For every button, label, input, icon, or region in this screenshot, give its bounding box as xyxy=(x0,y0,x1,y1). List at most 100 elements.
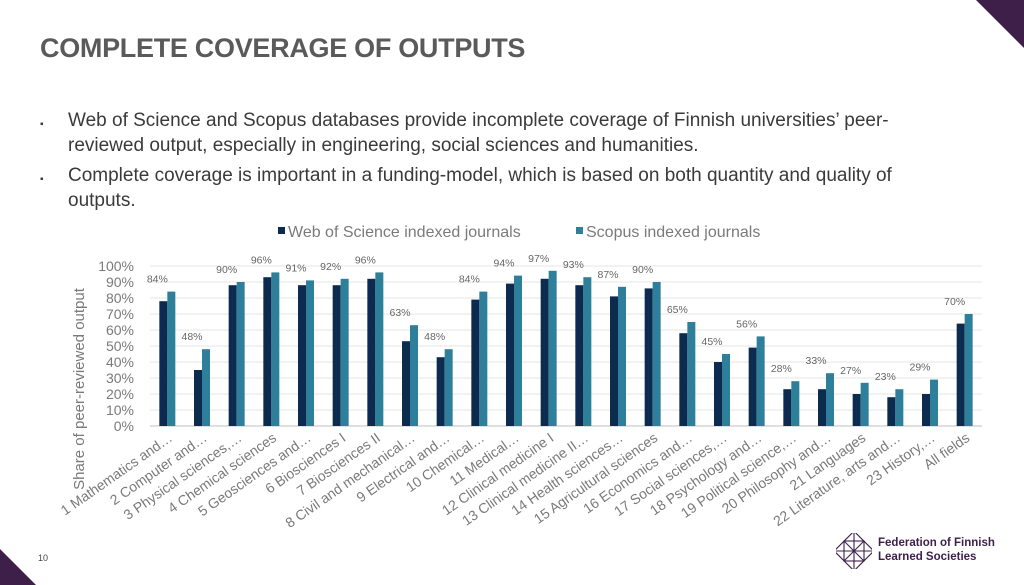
bar xyxy=(826,373,834,426)
data-label: 94% xyxy=(493,258,514,270)
y-tick-label: 30% xyxy=(106,370,134,386)
bullet-text: Complete coverage is important in a fund… xyxy=(68,165,892,211)
data-label: 48% xyxy=(424,331,445,343)
data-label: 96% xyxy=(355,254,376,266)
logo-line-2: Learned Societies xyxy=(878,551,977,563)
y-tick-label: 10% xyxy=(106,402,134,418)
bullet-text: Web of Science and Scopus databases prov… xyxy=(68,110,889,156)
y-tick-label: 50% xyxy=(106,338,134,354)
legend-label: Web of Science indexed journals xyxy=(288,224,521,241)
y-tick-label: 40% xyxy=(106,354,134,370)
data-label: 96% xyxy=(251,254,272,266)
data-label: 97% xyxy=(528,253,549,265)
data-label: 87% xyxy=(597,269,618,281)
bar xyxy=(479,291,488,426)
bar xyxy=(306,280,314,426)
corner-decoration-bottom-left xyxy=(0,549,36,585)
bullet-item: ▪ Complete coverage is important in a fu… xyxy=(40,163,900,213)
bar xyxy=(964,314,973,426)
bar xyxy=(895,389,904,426)
y-tick-label: 90% xyxy=(106,274,134,290)
data-label: 65% xyxy=(667,304,688,316)
data-label: 45% xyxy=(701,336,722,348)
bar xyxy=(444,349,453,426)
y-axis-label: Share of peer-reviewed output xyxy=(71,287,88,490)
data-label: 90% xyxy=(216,264,237,276)
bar xyxy=(298,285,306,426)
bar xyxy=(367,278,376,426)
bar xyxy=(930,379,938,426)
bar xyxy=(714,362,722,426)
bar xyxy=(236,282,245,426)
data-label: 84% xyxy=(459,274,480,286)
bar xyxy=(791,381,800,426)
bar xyxy=(548,270,557,426)
federation-logo-icon xyxy=(833,530,875,572)
data-label: 84% xyxy=(147,274,168,286)
bar xyxy=(922,394,930,426)
bar xyxy=(263,277,272,426)
y-tick-label: 60% xyxy=(106,322,134,338)
bar xyxy=(887,397,896,426)
bar xyxy=(332,285,341,426)
bar xyxy=(340,278,349,426)
data-label: 91% xyxy=(285,262,306,274)
data-label: 56% xyxy=(736,318,757,330)
data-label: 29% xyxy=(909,362,930,374)
y-tick-label: 80% xyxy=(106,290,134,306)
bullet-marker-icon: ▪ xyxy=(40,119,44,130)
bar xyxy=(860,382,869,426)
bar xyxy=(756,336,765,426)
bar xyxy=(618,286,626,426)
federation-logo: Federation of Finnish Learned Societies xyxy=(833,530,1006,573)
bar xyxy=(722,354,730,426)
data-label: 48% xyxy=(181,331,202,343)
page-number: 10 xyxy=(38,553,49,563)
legend-label: Scopus indexed journals xyxy=(586,224,760,241)
bar xyxy=(652,282,661,426)
data-label: 33% xyxy=(805,355,826,367)
legend-swatch xyxy=(278,227,285,234)
y-tick-label: 0% xyxy=(114,418,134,434)
data-label: 63% xyxy=(389,307,410,319)
bullet-marker-icon: ▪ xyxy=(40,174,44,185)
data-label: 23% xyxy=(875,371,896,383)
bar xyxy=(228,285,237,426)
y-tick-label: 100% xyxy=(98,258,134,274)
bar xyxy=(159,301,168,426)
bullet-list: ▪ Web of Science and Scopus databases pr… xyxy=(40,108,900,218)
bar xyxy=(167,291,176,426)
bar xyxy=(610,296,618,426)
data-label: 27% xyxy=(840,365,861,377)
bar xyxy=(783,389,792,426)
bar xyxy=(194,370,202,426)
bar xyxy=(202,349,210,426)
data-label: 28% xyxy=(771,363,792,375)
bar xyxy=(956,323,965,426)
bar xyxy=(271,272,280,426)
bar xyxy=(679,333,688,426)
bar xyxy=(514,275,522,426)
data-label: 93% xyxy=(563,259,584,271)
bar xyxy=(687,322,696,426)
bar xyxy=(575,285,584,426)
legend-swatch xyxy=(576,227,583,234)
bar xyxy=(644,288,653,426)
bar xyxy=(402,341,410,426)
slide-title: COMPLETE COVERAGE OF OUTPUTS xyxy=(40,33,526,63)
bar xyxy=(506,283,514,426)
data-label: 92% xyxy=(320,261,341,273)
bar xyxy=(410,325,418,426)
y-tick-label: 20% xyxy=(106,386,134,402)
bar xyxy=(375,272,384,426)
bar xyxy=(818,389,826,426)
bullet-item: ▪ Web of Science and Scopus databases pr… xyxy=(40,108,900,158)
bar xyxy=(583,277,592,426)
federation-logo-text: Federation of Finnish Learned Societies xyxy=(878,536,995,564)
data-label: 90% xyxy=(632,264,653,276)
corner-decoration-top-right xyxy=(976,0,1024,48)
y-tick-label: 70% xyxy=(106,306,134,322)
bar xyxy=(471,299,480,426)
bar xyxy=(852,394,861,426)
